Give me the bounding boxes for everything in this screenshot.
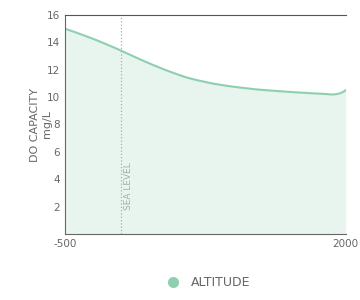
Legend: ALTITUDE: ALTITUDE [161, 276, 250, 289]
Y-axis label: DO CAPACITY
mg/L: DO CAPACITY mg/L [30, 88, 52, 161]
Text: SEA LEVEL: SEA LEVEL [124, 162, 133, 210]
